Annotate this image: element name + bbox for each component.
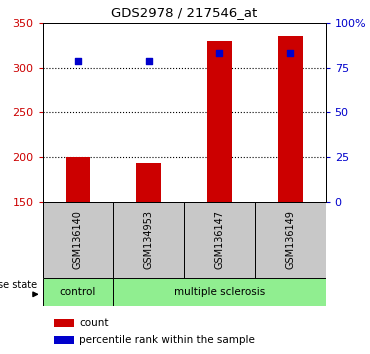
Text: GSM136149: GSM136149 [285, 210, 295, 269]
Text: GSM134953: GSM134953 [144, 210, 154, 269]
Bar [43, 202, 113, 278]
Text: GSM136147: GSM136147 [215, 210, 225, 269]
Bar [278, 35, 303, 202]
Bar [113, 202, 184, 278]
Text: count: count [79, 318, 109, 328]
Bar [136, 163, 161, 202]
Bar [207, 41, 232, 202]
Bar [54, 319, 74, 327]
Text: percentile rank within the sample: percentile rank within the sample [79, 335, 255, 345]
Point [287, 51, 293, 56]
Bar [65, 157, 90, 202]
Bar [184, 202, 255, 278]
Text: control: control [60, 287, 96, 297]
Point [75, 58, 81, 63]
Bar [113, 278, 326, 306]
Bar [255, 202, 326, 278]
Title: GDS2978 / 217546_at: GDS2978 / 217546_at [111, 6, 257, 19]
Point [216, 51, 222, 56]
Bar [43, 278, 113, 306]
Text: disease state: disease state [0, 280, 37, 290]
Point [146, 58, 152, 63]
Bar [54, 336, 74, 344]
Text: GSM136140: GSM136140 [73, 210, 83, 269]
Text: multiple sclerosis: multiple sclerosis [174, 287, 265, 297]
